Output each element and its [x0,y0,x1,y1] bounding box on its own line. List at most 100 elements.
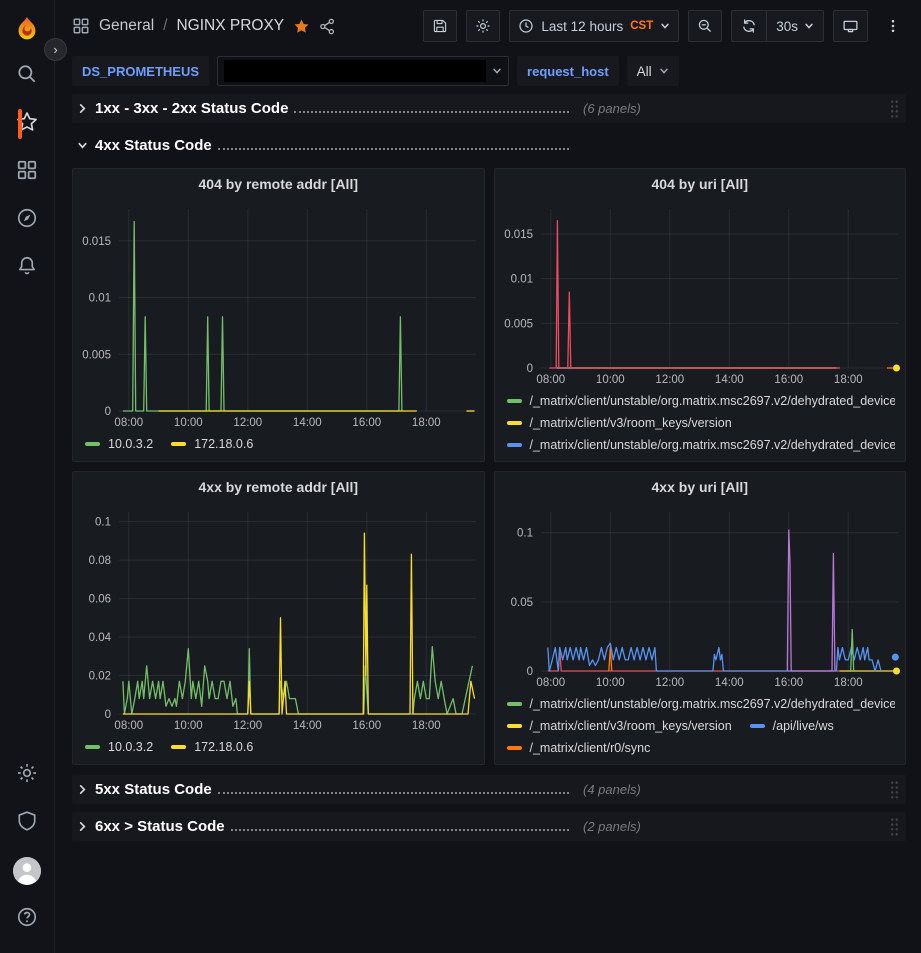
variable-select-request-host[interactable]: All [626,56,679,86]
time-series-chart[interactable]: 08:00 10:00 12:00 14:00 16:00 18:00 0 0.02 0.04 0… [73,502,484,735]
legend-item[interactable]: /sw.js [750,457,804,462]
legend-series-label: /_matrix/client/unstable/org.matrix.msc2… [530,763,896,765]
panel-grid: 404 by remote addr [All] 08:00 10:00 12:00 1… [72,168,906,765]
sidebar-item-search[interactable] [16,52,38,100]
legend-item[interactable]: /api/live/ws [749,716,834,735]
svg-text:18:00: 18:00 [412,720,441,732]
legend-item[interactable]: 172.18.0.6 [171,434,253,453]
svg-text:12:00: 12:00 [655,677,684,689]
shield-icon [16,810,38,837]
sidebar-item-explore[interactable] [16,196,38,244]
toolbar: Last 12 hours CST 30s [423,10,909,42]
tv-kiosk-mode-button[interactable] [833,10,868,42]
time-series-chart[interactable]: 08:00 10:00 12:00 14:00 16:00 18:00 0 0.005 0.01… [495,199,906,389]
row-drag-handle-icon[interactable] [888,99,900,119]
svg-text:0.015: 0.015 [504,229,533,241]
save-dashboard-button[interactable] [423,10,458,42]
kebab-menu-button[interactable] [877,10,909,42]
svg-text:14:00: 14:00 [714,677,743,689]
dashboard-grid-icon[interactable] [72,17,90,35]
row-title: 1xx - 3xx - 2xx Status Code [95,100,289,117]
refresh-interval-picker[interactable]: 30s [766,11,823,41]
svg-text:0.015: 0.015 [82,236,111,248]
breadcrumb-dashboard-title[interactable]: NGINX PROXY [176,17,285,34]
sidebar-item-starred[interactable] [16,100,38,148]
svg-text:14:00: 14:00 [293,417,322,429]
grafana-logo[interactable] [0,8,54,52]
legend-item[interactable]: /_matrix/client/v3/room_keys/version [506,716,732,735]
svg-text:0.1: 0.1 [95,517,111,529]
legend-series-label: /_matrix/client/unstable/org.matrix.msc2… [529,437,896,452]
dashboard-row-collapsed[interactable]: 1xx - 3xx - 2xx Status Code (6 panels) [72,94,906,123]
apps-icon [16,159,38,186]
legend-item[interactable]: /_matrix/client/unstable/org.matrix.msc2… [506,391,895,410]
sidebar-item-help[interactable] [0,895,54,943]
panel-title[interactable]: 4xx by uri [All] [651,479,748,495]
time-series-chart[interactable]: 08:00 10:00 12:00 14:00 16:00 18:00 0 0.005 0.01… [73,199,484,432]
star-favorite-icon[interactable] [293,18,310,35]
svg-text:0: 0 [526,363,532,375]
svg-text:16:00: 16:00 [774,374,803,386]
panel-title[interactable]: 404 by uri [All] [651,176,748,192]
time-series-chart[interactable]: 08:00 10:00 12:00 14:00 16:00 18:00 0 0.05 0.1 [495,502,906,692]
dashboard-row-expanded[interactable]: 4xx Status Code [72,131,906,160]
help-icon [16,906,38,933]
row-panels-count: (4 panels) [583,782,641,797]
panel-legend: 10.0.3.2 172.18.0.6 [73,432,484,461]
row-dotted-leader [217,792,569,794]
legend-item[interactable]: /_matrix/client/unstable/org.matrix.msc2… [506,694,895,713]
svg-text:12:00: 12:00 [233,720,262,732]
row-drag-handle-icon[interactable] [888,817,900,837]
chevron-right-icon [77,821,88,832]
timezone-label: CST [630,20,654,32]
variable-select-ds-prometheus[interactable] [217,56,510,86]
sidebar-item-profile[interactable] [0,847,54,895]
gear-icon [16,762,38,789]
panel-title[interactable]: 404 by remote addr [All] [198,176,359,192]
svg-text:0.04: 0.04 [89,632,112,644]
row-drag-handle-icon[interactable] [888,780,900,800]
svg-text:08:00: 08:00 [536,677,565,689]
sidebar-item-server-admin[interactable] [0,799,54,847]
bell-icon [16,255,38,282]
dashboard-settings-button[interactable] [466,10,501,42]
refresh-group: 30s [731,10,824,42]
legend-series-label: /_matrix/client/v3/room_keys/version [529,718,732,733]
breadcrumb-section[interactable]: General [99,17,155,34]
svg-text:0.005: 0.005 [504,318,533,330]
svg-text:0.01: 0.01 [510,274,532,286]
sidebar-expand-button[interactable]: › [44,38,67,61]
panel: 404 by uri [All] 08:00 10:00 12:00 14:00 16:0… [493,168,906,462]
svg-text:14:00: 14:00 [293,720,322,732]
sidebar-item-alerting[interactable] [16,244,38,292]
row-title: 5xx Status Code [95,781,212,798]
svg-text:0.01: 0.01 [89,293,111,305]
svg-text:16:00: 16:00 [352,417,381,429]
legend-item[interactable]: /_matrix/client/unstable/org.matrix.msc2… [506,435,896,454]
dashboard-row-collapsed[interactable]: 5xx Status Code (4 panels) [72,775,906,804]
share-icon[interactable] [319,18,336,35]
legend-series-label: 10.0.3.2 [108,436,154,451]
panel-title[interactable]: 4xx by remote addr [All] [198,479,359,495]
legend-item[interactable]: 10.0.3.2 [85,434,153,453]
legend-series-swatch [506,745,522,750]
dashboard-row-collapsed[interactable]: 6xx > Status Code (2 panels) [72,812,906,841]
legend-item[interactable]: 172.18.0.6 [171,737,253,756]
legend-series-swatch [749,723,765,728]
refresh-button[interactable] [732,11,766,41]
legend-item[interactable]: /_matrix/client/v3/room_keys/version [507,457,732,462]
panel-legend: /_matrix/client/unstable/org.matrix.msc2… [495,692,906,764]
legend-series-label: /_matrix/client/v3/room_keys/version [529,415,732,430]
legend-item[interactable]: /_matrix/client/r0/sync [506,738,650,757]
legend-series-swatch [171,441,187,446]
svg-text:0.08: 0.08 [89,555,111,567]
time-range-picker[interactable]: Last 12 hours CST [509,10,680,42]
sidebar-item-dashboards[interactable] [16,148,38,196]
sidebar-item-configuration[interactable] [0,751,54,799]
panel: 4xx by remote addr [All] 08:00 10:00 12:00 1… [72,471,485,765]
legend-item[interactable]: /_matrix/client/v3/room_keys/version [506,413,732,432]
legend-item[interactable]: 10.0.3.2 [85,737,153,756]
legend-item[interactable]: /_matrix/client/unstable/org.matrix.msc2… [507,760,896,765]
zoom-out-time-button[interactable] [688,10,723,42]
avatar-icon [13,857,41,885]
